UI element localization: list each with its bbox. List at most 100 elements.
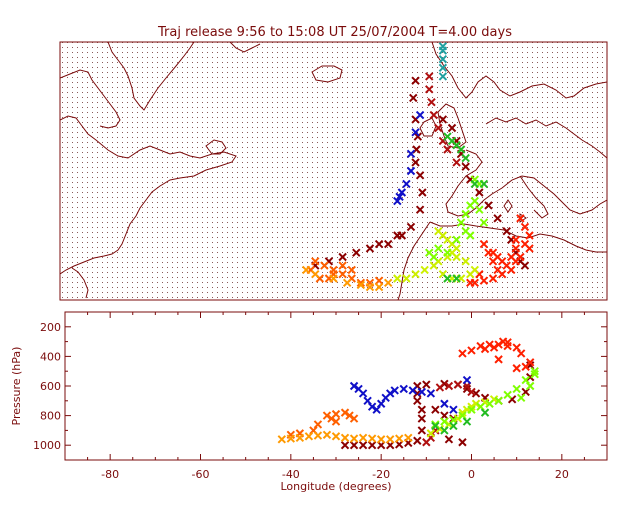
pressure-marker-s4-p8 bbox=[349, 434, 359, 443]
map-marker-s6-p12 bbox=[393, 274, 402, 283]
pressure-marker-s0-p3 bbox=[367, 440, 377, 450]
pressure-marker-s8-p8 bbox=[385, 389, 395, 398]
pressure-trajectory-markers bbox=[277, 337, 539, 450]
pressure-marker-s2-p9 bbox=[489, 343, 499, 352]
pressure-marker-s2-p7 bbox=[516, 349, 526, 358]
map-marker-s9-p0 bbox=[415, 110, 425, 120]
map-marker-s3-p4 bbox=[497, 269, 507, 279]
map-marker-s3-p23 bbox=[520, 239, 530, 249]
pressure-marker-s6-p1 bbox=[440, 417, 449, 426]
pressure-marker-s0-p10 bbox=[417, 414, 427, 423]
pressure-marker-s7-p1 bbox=[449, 421, 458, 431]
map-marker-s6-p9 bbox=[420, 265, 429, 275]
map-marker-s0-p6 bbox=[415, 171, 425, 180]
map-marker-s1-p8 bbox=[493, 214, 502, 223]
map-marker-s5-p1 bbox=[311, 269, 320, 279]
y-tick-label: 200 bbox=[40, 321, 61, 334]
coastline-florida bbox=[71, 267, 89, 299]
x-tick-label: 0 bbox=[468, 468, 475, 481]
pressure-marker-s8-p13 bbox=[426, 389, 436, 398]
map-marker-s0-p7 bbox=[418, 188, 427, 197]
map-marker-s0-p0 bbox=[411, 76, 420, 85]
map-marker-s0-p11 bbox=[393, 231, 402, 240]
map-marker-s2-p0 bbox=[425, 72, 434, 81]
pressure-marker-s2-p14 bbox=[512, 364, 521, 373]
pressure-marker-s8-p16 bbox=[462, 375, 472, 385]
coastline-britain bbox=[437, 103, 467, 149]
pressure-marker-s1-p4 bbox=[467, 387, 476, 397]
map-marker-s4-p7 bbox=[374, 276, 384, 285]
map-marker-s2-p3 bbox=[429, 110, 438, 120]
pressure-marker-s7-p2 bbox=[462, 417, 472, 426]
map-marker-s5-p5 bbox=[365, 282, 375, 292]
map-marker-s9-p6 bbox=[395, 192, 404, 202]
coastline-greenland bbox=[107, 42, 195, 111]
trajectory-map-panel bbox=[59, 41, 608, 301]
pressure-marker-s4-p5 bbox=[322, 430, 332, 440]
y-tick-label: 1000 bbox=[33, 439, 61, 452]
map-marker-s9-p2 bbox=[406, 149, 416, 159]
pressure-marker-s0-p28 bbox=[431, 405, 440, 414]
map-marker-s0-p8 bbox=[415, 205, 425, 214]
map-marker-s5-p3 bbox=[342, 278, 352, 288]
pressure-marker-s8-p14 bbox=[440, 399, 449, 408]
map-marker-s3-p12 bbox=[516, 252, 525, 262]
map-marker-s10-p4 bbox=[438, 42, 448, 51]
coastline-scandinavia bbox=[431, 42, 607, 99]
pressure-marker-s6-p14 bbox=[530, 366, 539, 376]
map-marker-s9-p1 bbox=[411, 128, 420, 137]
pressure-marker-s8-p11 bbox=[408, 386, 417, 395]
pressure-marker-s1-p0 bbox=[435, 383, 445, 392]
map-marker-s3-p22 bbox=[511, 244, 521, 253]
map-marker-s9-p4 bbox=[402, 179, 411, 189]
map-marker-s3-p18 bbox=[507, 252, 516, 262]
pressure-marker-s6-p12 bbox=[526, 381, 535, 391]
pressure-axes-frame bbox=[64, 311, 608, 461]
coastline-canada bbox=[60, 115, 237, 275]
map-marker-s3-p6 bbox=[479, 276, 489, 285]
x-tick-label: -80 bbox=[101, 468, 119, 481]
map-marker-s3-p17 bbox=[511, 235, 521, 245]
pressure-marker-s4-p0 bbox=[277, 435, 287, 444]
pressure-marker-s4-p9 bbox=[358, 433, 368, 443]
coastline-europe bbox=[445, 149, 607, 217]
x-tick-label: -60 bbox=[192, 468, 210, 481]
pressure-marker-s4-p2 bbox=[295, 433, 305, 443]
y-tick-label: 600 bbox=[40, 380, 61, 393]
pressure-marker-s4-p12 bbox=[385, 435, 395, 444]
pressure-marker-s8-p2 bbox=[358, 389, 368, 398]
pressure-marker-s4-p7 bbox=[340, 433, 350, 443]
map-marker-s8-p8 bbox=[452, 274, 461, 283]
pressure-marker-s0-p9 bbox=[417, 426, 427, 435]
pressure-marker-s7-p3 bbox=[480, 408, 490, 417]
map-marker-s2-p4 bbox=[434, 123, 443, 133]
map-marker-s3-p15 bbox=[520, 222, 530, 232]
map-marker-s8-p4 bbox=[461, 153, 470, 163]
pressure-marker-s2-p0 bbox=[458, 349, 467, 358]
map-marker-s7-p11 bbox=[475, 205, 484, 214]
pressure-marker-s6-p13 bbox=[516, 393, 526, 403]
map-marker-s4-p0 bbox=[311, 257, 320, 266]
map-marker-s1-p4 bbox=[461, 162, 470, 171]
coastline-arctic-isle bbox=[229, 42, 261, 53]
map-marker-s6-p19 bbox=[452, 252, 461, 262]
pressure-marker-s8-p15 bbox=[449, 405, 458, 414]
map-marker-s1-p7 bbox=[484, 201, 493, 210]
pressure-marker-s0-p18 bbox=[462, 384, 472, 394]
pressure-marker-s4-p4 bbox=[313, 431, 323, 440]
coastline-west-africa bbox=[397, 221, 431, 300]
pressure-marker-s7-p0 bbox=[440, 426, 449, 435]
pressure-marker-s3-p3 bbox=[345, 411, 354, 420]
pressure-marker-s6-p0 bbox=[431, 420, 440, 429]
map-marker-s3-p5 bbox=[488, 274, 498, 283]
pressure-marker-s6-p11 bbox=[530, 369, 539, 379]
map-marker-s7-p2 bbox=[434, 244, 443, 253]
y-tick-label: 400 bbox=[40, 350, 61, 363]
map-marker-s3-p24 bbox=[507, 265, 516, 275]
y-axis-label: Pressure (hPa) bbox=[10, 347, 23, 426]
x-tick-label: -20 bbox=[372, 468, 390, 481]
map-marker-s4-p9 bbox=[338, 261, 347, 270]
map-marker-s7-p12 bbox=[479, 218, 489, 227]
map-marker-s0-p14 bbox=[365, 244, 375, 253]
map-marker-s0-p12 bbox=[383, 239, 393, 249]
